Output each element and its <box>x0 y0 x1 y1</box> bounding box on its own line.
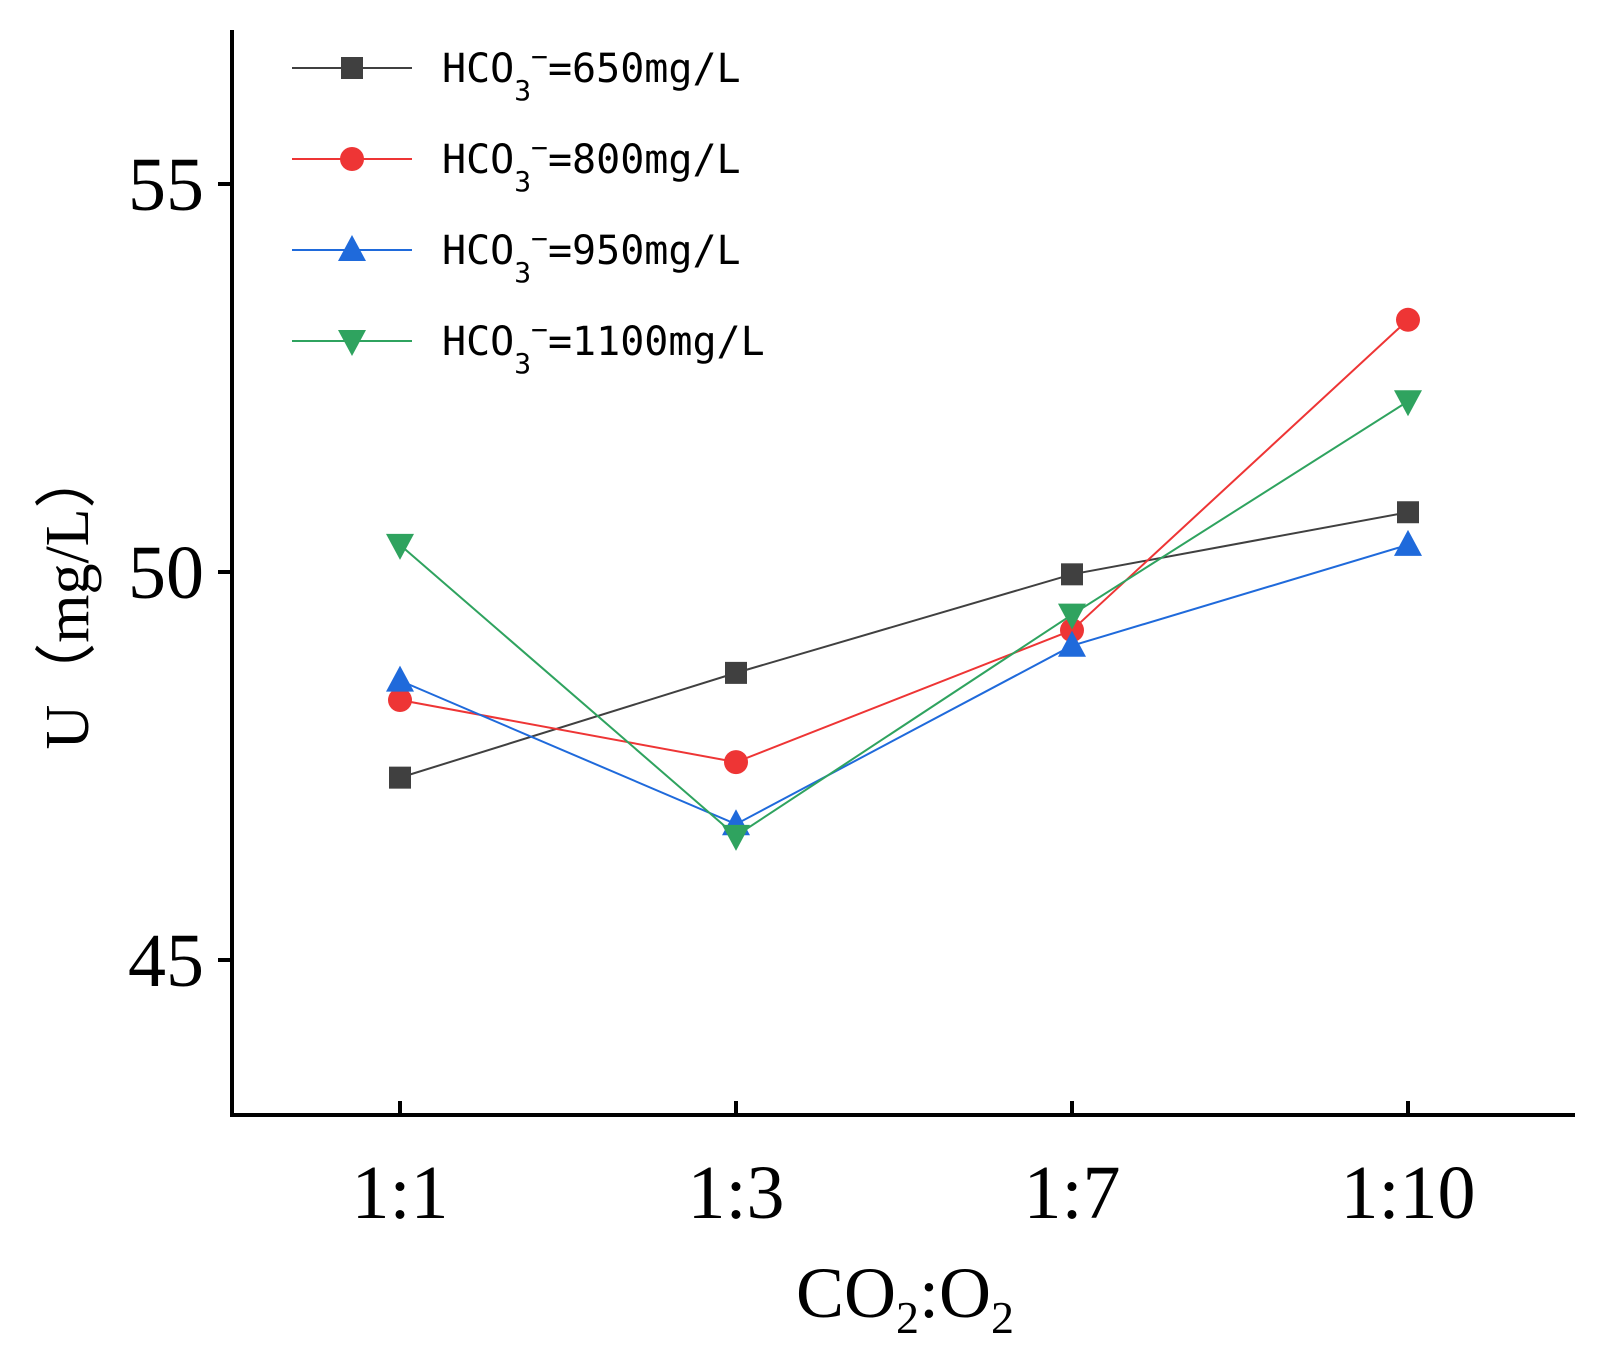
data-point <box>1058 603 1086 630</box>
series-line <box>399 400 1409 838</box>
legend: HCO3−=650mg/LHCO3−=800mg/LHCO3−=950mg/LH… <box>292 40 765 380</box>
legend-label: HCO3−=800mg/L <box>442 131 741 198</box>
x-title-sep: : <box>919 1253 939 1333</box>
legend-marker <box>338 330 366 356</box>
x-tick-label: 1:10 <box>1340 1151 1475 1235</box>
ticks: 45 50 55 1:1 1:3 1:7 1:10 <box>128 143 1476 1235</box>
legend-label-sup: − <box>531 222 548 255</box>
legend-label-sub: 3 <box>514 165 531 198</box>
data-point <box>1394 390 1422 417</box>
data-point <box>1394 529 1422 556</box>
data-point <box>1058 630 1086 657</box>
legend-label-sup: − <box>531 313 548 346</box>
legend-marker <box>338 235 366 261</box>
data-point <box>386 665 414 692</box>
legend-label-pre: HCO <box>442 137 514 183</box>
x-axis-title: CO2:O2 <box>796 1253 1014 1343</box>
y-tick-label: 50 <box>128 531 204 615</box>
legend-label-sub: 3 <box>514 256 531 289</box>
x-tick-label: 1:3 <box>687 1151 784 1235</box>
x-title-a: CO <box>796 1253 896 1333</box>
data-point <box>386 533 414 560</box>
legend-label-pre: HCO <box>442 228 514 274</box>
data-point <box>1060 618 1084 643</box>
legend-item: HCO3−=1100mg/L <box>292 313 765 380</box>
legend-label: HCO3−=950mg/L <box>442 222 741 289</box>
legend-label-post: =1100mg/L <box>548 319 765 365</box>
legend-label-sub: 3 <box>514 347 531 380</box>
series-layer <box>386 307 1422 851</box>
legend-label: HCO3−=650mg/L <box>442 40 741 107</box>
y-tick-label: 55 <box>128 143 204 227</box>
data-point <box>725 661 747 684</box>
y-axis-title: U（mg/L） <box>34 446 102 749</box>
data-point <box>389 766 411 789</box>
legend-label-post: =800mg/L <box>548 137 741 183</box>
data-point <box>1396 307 1420 332</box>
legend-marker <box>341 57 363 79</box>
series-line <box>399 319 1409 764</box>
legend-label-sup: − <box>531 40 548 73</box>
x-title-a-sub: 2 <box>896 1292 919 1343</box>
series-4 <box>386 390 1422 851</box>
data-point <box>388 688 412 713</box>
series-line <box>399 543 1409 826</box>
series-3 <box>386 529 1422 836</box>
series-1 <box>389 501 1419 789</box>
legend-label-pre: HCO <box>442 319 514 365</box>
x-title-b-sub: 2 <box>991 1292 1014 1343</box>
legend-label-post: =650mg/L <box>548 46 741 92</box>
x-tick-label: 1:1 <box>351 1151 448 1235</box>
legend-label-sub: 3 <box>514 74 531 107</box>
legend-label-post: =950mg/L <box>548 228 741 274</box>
data-point <box>1397 501 1419 524</box>
series-line <box>399 511 1409 779</box>
x-title-b: O <box>939 1253 991 1333</box>
y-tick-label: 45 <box>128 919 204 1003</box>
data-point <box>724 750 748 775</box>
legend-item: HCO3−=650mg/L <box>292 40 741 107</box>
data-point <box>1061 563 1083 586</box>
legend-item: HCO3−=800mg/L <box>292 131 741 198</box>
legend-label: HCO3−=1100mg/L <box>442 313 765 380</box>
legend-item: HCO3−=950mg/L <box>292 222 741 289</box>
x-tick-label: 1:7 <box>1023 1151 1120 1235</box>
legend-label-pre: HCO <box>442 46 514 92</box>
series-2 <box>388 307 1420 775</box>
legend-label-sup: − <box>531 131 548 164</box>
data-point <box>722 824 750 851</box>
legend-marker <box>340 147 364 171</box>
